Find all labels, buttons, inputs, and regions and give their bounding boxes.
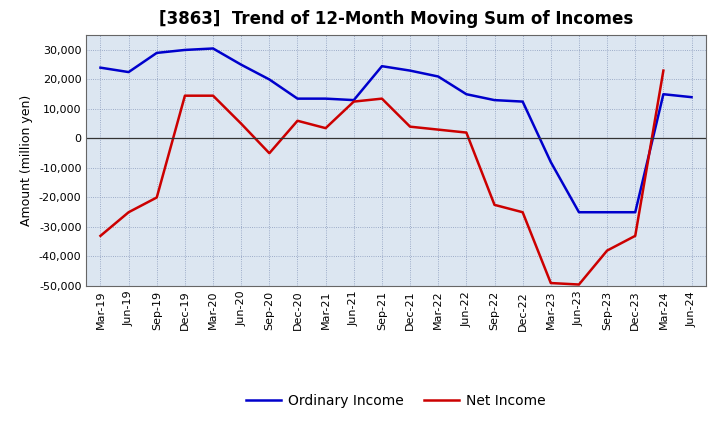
Ordinary Income bbox=[125, 70, 133, 75]
Ordinary Income bbox=[490, 98, 499, 103]
Ordinary Income bbox=[265, 77, 274, 82]
Ordinary Income bbox=[434, 74, 443, 79]
Net Income bbox=[490, 202, 499, 208]
Net Income bbox=[321, 125, 330, 131]
Net Income bbox=[434, 127, 443, 132]
Ordinary Income bbox=[153, 50, 161, 55]
Ordinary Income bbox=[406, 68, 415, 73]
Net Income bbox=[659, 68, 667, 73]
Net Income bbox=[153, 195, 161, 200]
Net Income bbox=[209, 93, 217, 98]
Net Income bbox=[377, 96, 386, 101]
Net Income bbox=[518, 209, 527, 215]
Net Income bbox=[96, 233, 105, 238]
Net Income bbox=[575, 282, 583, 287]
Net Income bbox=[546, 280, 555, 286]
Line: Net Income: Net Income bbox=[101, 70, 663, 285]
Title: [3863]  Trend of 12-Month Moving Sum of Incomes: [3863] Trend of 12-Month Moving Sum of I… bbox=[159, 10, 633, 28]
Ordinary Income bbox=[546, 159, 555, 165]
Net Income bbox=[603, 248, 611, 253]
Ordinary Income bbox=[377, 63, 386, 69]
Legend: Ordinary Income, Net Income: Ordinary Income, Net Income bbox=[240, 388, 552, 413]
Net Income bbox=[237, 121, 246, 126]
Ordinary Income bbox=[237, 62, 246, 67]
Net Income bbox=[406, 124, 415, 129]
Ordinary Income bbox=[293, 96, 302, 101]
Ordinary Income bbox=[518, 99, 527, 104]
Net Income bbox=[125, 209, 133, 215]
Net Income bbox=[631, 233, 639, 238]
Ordinary Income bbox=[209, 46, 217, 51]
Line: Ordinary Income: Ordinary Income bbox=[101, 48, 691, 212]
Ordinary Income bbox=[96, 65, 105, 70]
Net Income bbox=[462, 130, 471, 135]
Ordinary Income bbox=[575, 209, 583, 215]
Ordinary Income bbox=[181, 48, 189, 53]
Y-axis label: Amount (million yen): Amount (million yen) bbox=[20, 95, 33, 226]
Ordinary Income bbox=[462, 92, 471, 97]
Ordinary Income bbox=[659, 92, 667, 97]
Ordinary Income bbox=[321, 96, 330, 101]
Ordinary Income bbox=[603, 209, 611, 215]
Net Income bbox=[181, 93, 189, 98]
Net Income bbox=[265, 150, 274, 156]
Ordinary Income bbox=[349, 98, 358, 103]
Ordinary Income bbox=[687, 95, 696, 100]
Net Income bbox=[349, 99, 358, 104]
Ordinary Income bbox=[631, 209, 639, 215]
Net Income bbox=[293, 118, 302, 123]
